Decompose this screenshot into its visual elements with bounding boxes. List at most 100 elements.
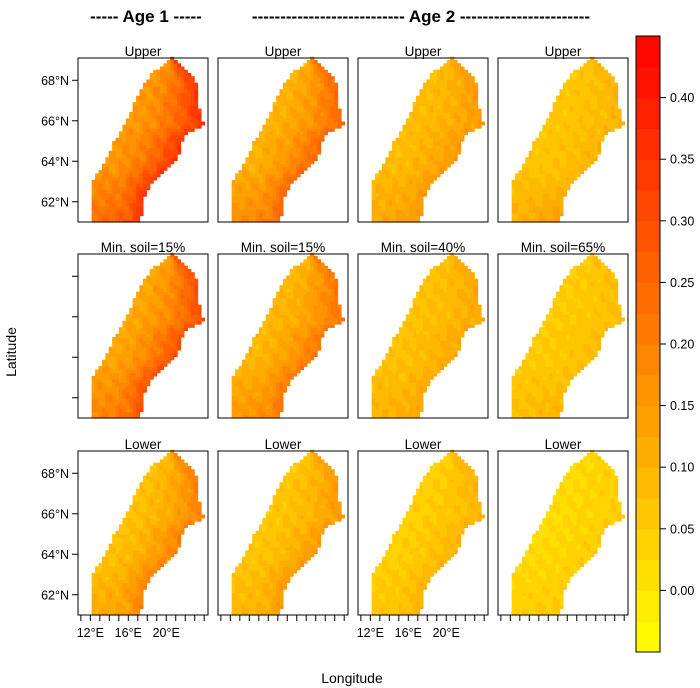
raster-cell xyxy=(569,79,574,84)
raster-cell xyxy=(607,115,612,119)
raster-cell xyxy=(450,144,455,149)
raster-cell xyxy=(511,196,516,200)
raster-cell xyxy=(166,337,171,341)
raster-cell xyxy=(583,66,588,71)
raster-cell xyxy=(132,353,137,358)
raster-cell xyxy=(159,337,165,341)
raster-cell xyxy=(139,395,144,400)
raster-cell xyxy=(467,98,472,103)
raster-cell xyxy=(566,163,571,168)
raster-cell xyxy=(453,157,458,162)
raster-cell xyxy=(323,95,328,100)
raster-cell xyxy=(276,189,281,194)
raster-cell xyxy=(159,102,165,106)
raster-cell xyxy=(422,118,427,123)
raster-cell xyxy=(146,170,151,175)
raster-cell xyxy=(272,160,277,165)
raster-cell xyxy=(518,176,523,181)
raster-cell xyxy=(279,157,284,162)
raster-cell xyxy=(156,333,161,338)
raster-cell xyxy=(545,186,550,191)
raster-cell xyxy=(170,337,175,341)
raster-cell xyxy=(310,63,315,68)
raster-cell xyxy=(334,105,339,110)
raster-cell xyxy=(306,144,311,149)
raster-cell xyxy=(146,147,151,152)
raster-cell xyxy=(153,147,158,152)
raster-cell xyxy=(460,82,465,87)
raster-cell xyxy=(95,199,100,204)
raster-cell xyxy=(286,173,291,178)
raster-cell xyxy=(303,134,308,139)
raster-cell xyxy=(132,388,137,393)
raster-cell xyxy=(518,189,523,194)
raster-cell xyxy=(139,163,144,168)
raster-cell xyxy=(416,166,421,171)
raster-cell xyxy=(129,375,134,380)
raster-cell xyxy=(265,205,270,210)
raster-cell xyxy=(112,356,117,361)
raster-cell xyxy=(583,131,588,136)
raster-cell xyxy=(163,95,168,100)
raster-cell xyxy=(142,382,147,387)
raster-cell xyxy=(269,115,274,119)
raster-cell xyxy=(562,141,567,145)
raster-cell xyxy=(433,124,438,129)
raster-cell xyxy=(163,118,168,123)
raster-cell xyxy=(310,141,315,145)
raster-cell xyxy=(528,202,533,207)
raster-cell xyxy=(409,163,414,168)
raster-cell xyxy=(146,353,151,358)
raster-cell xyxy=(132,411,137,416)
raster-cell xyxy=(528,199,533,204)
raster-cell xyxy=(614,108,619,113)
raster-cell xyxy=(156,144,161,149)
raster-cell xyxy=(146,349,151,354)
raster-cell xyxy=(105,176,110,181)
raster-cell xyxy=(552,131,557,136)
raster-cell xyxy=(299,144,305,149)
raster-cell xyxy=(122,320,127,325)
raster-cell xyxy=(439,115,445,119)
raster-cell xyxy=(310,60,315,64)
raster-cell xyxy=(429,150,434,155)
raster-cell xyxy=(532,163,537,168)
raster-cell xyxy=(129,173,134,178)
raster-cell xyxy=(552,115,557,119)
raster-cell xyxy=(518,212,523,217)
raster-cell xyxy=(149,157,154,162)
raster-cell xyxy=(142,324,147,328)
raster-cell xyxy=(538,163,544,168)
raster-cell xyxy=(159,76,165,81)
raster-cell xyxy=(112,189,117,194)
raster-cell xyxy=(446,160,451,165)
raster-cell xyxy=(245,212,250,217)
raster-cell xyxy=(255,199,260,204)
panel-title: Upper xyxy=(545,44,582,59)
raster-cell xyxy=(610,124,615,129)
raster-cell xyxy=(146,346,151,351)
raster-cell xyxy=(549,144,554,149)
raster-cell xyxy=(139,392,144,396)
raster-cell xyxy=(463,85,468,90)
raster-cell xyxy=(118,215,124,220)
raster-cell xyxy=(142,134,147,139)
raster-cell xyxy=(136,411,141,416)
raster-cell xyxy=(129,362,134,367)
raster-cell xyxy=(603,128,608,132)
raster-cell xyxy=(235,209,240,213)
raster-cell xyxy=(125,147,130,152)
raster-cell xyxy=(258,215,264,220)
raster-cell xyxy=(569,141,574,145)
raster-cell xyxy=(149,111,154,116)
raster-cell xyxy=(112,160,117,165)
raster-cell xyxy=(177,317,182,322)
raster-cell xyxy=(129,150,134,155)
raster-cell xyxy=(129,199,134,204)
raster-cell xyxy=(566,85,571,90)
raster-cell xyxy=(320,76,325,81)
raster-cell xyxy=(269,150,274,155)
raster-cell xyxy=(241,163,246,168)
raster-cell xyxy=(112,183,117,187)
raster-cell xyxy=(279,150,284,155)
